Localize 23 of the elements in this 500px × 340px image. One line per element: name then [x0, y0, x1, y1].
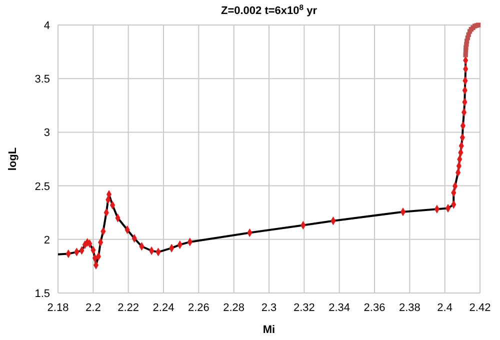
x-tick-label: 2.3 — [261, 302, 277, 314]
x-tick-label: 2.34 — [328, 302, 350, 314]
y-tick-label: 3 — [44, 127, 50, 140]
x-tick-label: 2.4 — [437, 302, 452, 314]
x-tick-label: 2.26 — [188, 302, 210, 314]
x-tick-label: 2.36 — [364, 302, 386, 314]
x-tick-label: 2.38 — [398, 302, 420, 314]
y-tick-label: 2 — [44, 234, 50, 246]
x-tick-label: 2.2 — [86, 302, 101, 314]
y-tick-label: 4 — [44, 20, 50, 32]
x-tick-label: 2.18 — [47, 302, 69, 314]
x-axis-title: Mi — [262, 324, 276, 336]
x-tick-label: 2.28 — [223, 302, 245, 314]
x-tick-label: 2.22 — [118, 302, 140, 314]
y-tick-label: 2.5 — [34, 180, 50, 193]
chart-title: Z=0.002 t=6x10$^{8}$ yr — [220, 2, 318, 17]
x-tick-label: 2.42 — [469, 302, 491, 314]
y-tick-label: 1.5 — [34, 288, 50, 300]
point — [463, 52, 468, 58]
x-tick-label: 2.24 — [152, 302, 174, 314]
y-tick-label: 3.5 — [34, 74, 50, 86]
x-tick-label: 2.32 — [293, 302, 315, 314]
y-axis-title: logL — [7, 147, 19, 171]
